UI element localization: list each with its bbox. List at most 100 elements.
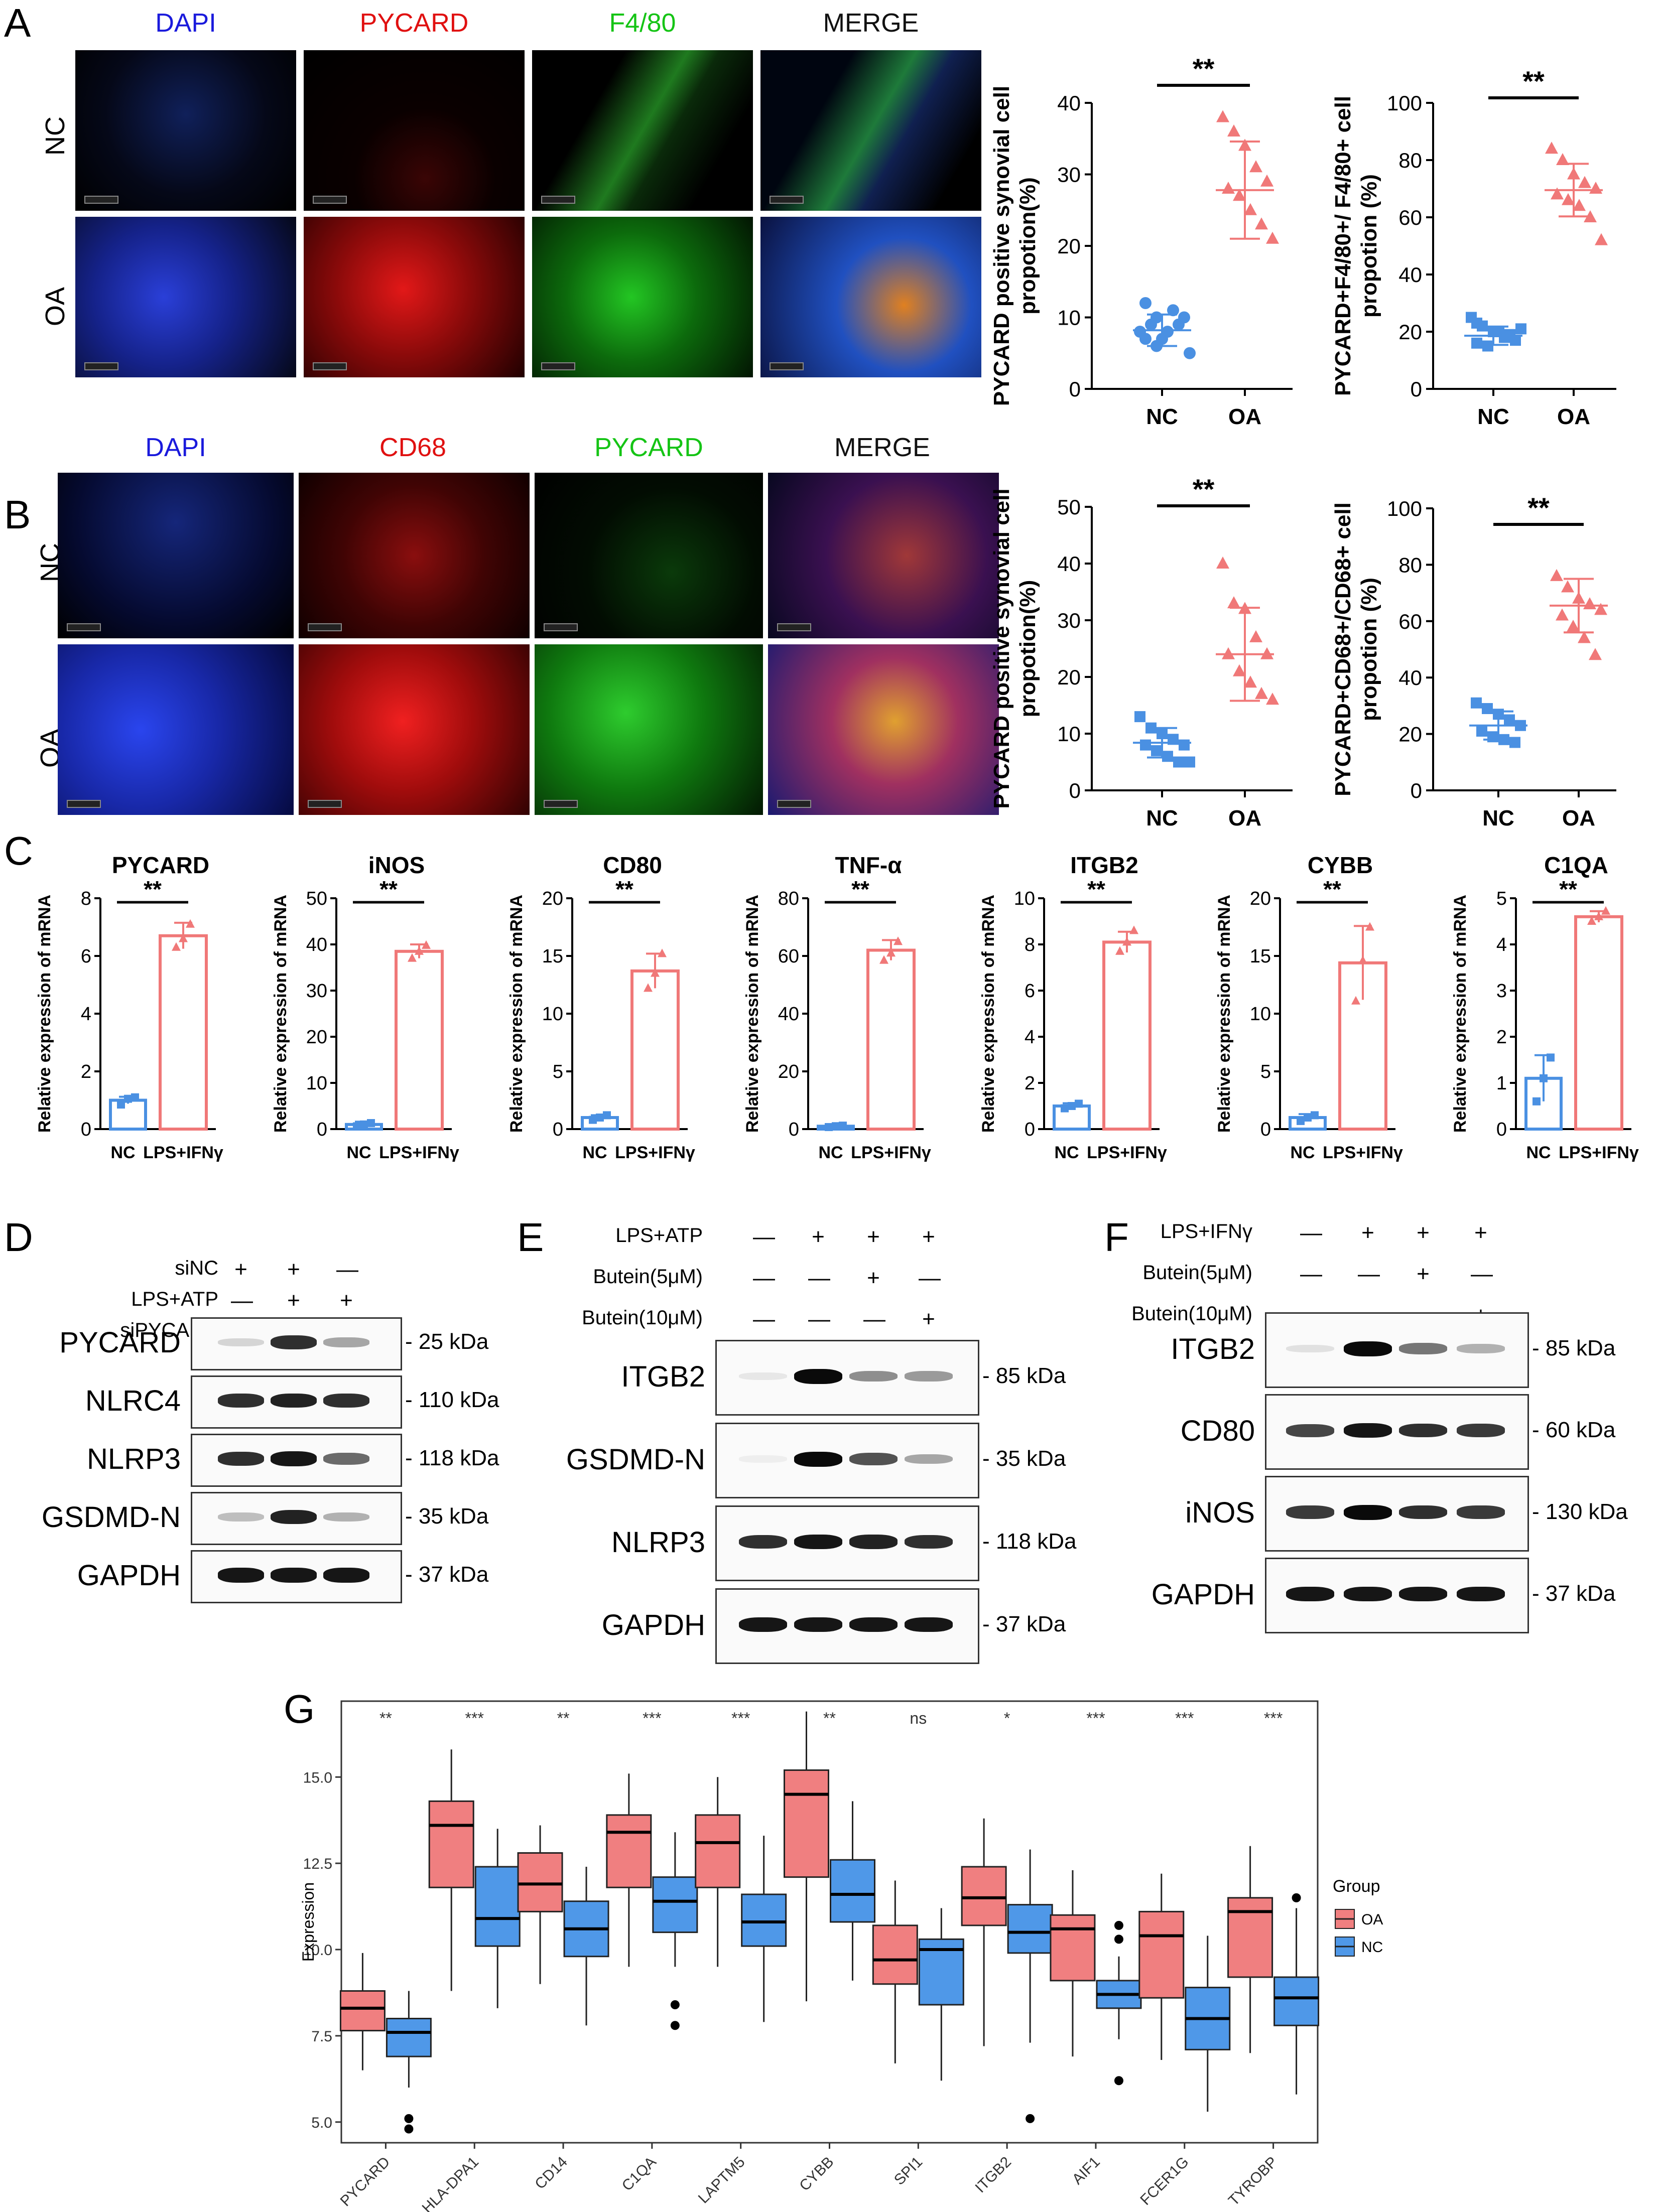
bar <box>159 934 208 1131</box>
molecular-weight-label: - 60 kDa <box>1532 1417 1616 1442</box>
micrograph-b-nc-dapi <box>58 473 294 638</box>
data-point <box>1244 203 1257 215</box>
blot-band <box>218 1452 264 1466</box>
data-point <box>1365 922 1374 931</box>
box-nc <box>741 1893 787 1947</box>
treatment-sign: — <box>1358 1262 1380 1286</box>
blot-band <box>271 1509 317 1525</box>
outlier-point <box>670 2000 680 2009</box>
y-tick-label: 0 <box>1411 377 1422 401</box>
blot-protein-label: PYCARD <box>59 1326 181 1359</box>
data-point <box>825 1123 833 1131</box>
blot-band <box>739 1455 787 1463</box>
bar <box>109 1098 147 1131</box>
outlier-point <box>404 2124 414 2134</box>
data-point <box>1601 906 1610 915</box>
panel-label-e: E <box>517 1215 544 1260</box>
treatment-label: Butein(5μM) <box>1142 1262 1252 1284</box>
micrograph-b-nc-merge <box>768 473 999 638</box>
data-point <box>1173 318 1185 331</box>
data-point <box>1184 756 1195 768</box>
x-tick-label: NC <box>1290 1143 1315 1162</box>
data-point <box>1222 182 1235 194</box>
data-point <box>415 946 424 955</box>
box-oa <box>1227 1897 1273 1978</box>
molecular-weight-label: - 35 kDa <box>405 1504 489 1529</box>
data-point <box>1151 311 1163 324</box>
data-point <box>1216 557 1229 569</box>
y-tick-label: 12.5 <box>303 1856 332 1872</box>
y-tick-label: 20 <box>542 888 563 909</box>
x-tick-label: NC <box>1477 404 1509 429</box>
bar-chart-itgb2: ITGB2 0 2 4 6 8 10 Relative expression of mRNA N… <box>979 852 1167 1162</box>
data-point <box>1227 124 1240 136</box>
data-point <box>1151 745 1162 756</box>
significance-label: ** <box>823 1709 836 1727</box>
significance-label: ns <box>910 1709 927 1727</box>
y-tick-label: 3 <box>1496 981 1507 1002</box>
y-tick-label: 20 <box>1250 888 1271 909</box>
x-tick-label: NC <box>346 1143 371 1162</box>
y-tick-label: 60 <box>778 946 799 967</box>
panel-label-d: D <box>4 1215 33 1260</box>
chart-title: iNOS <box>368 852 425 878</box>
treatment-sign: — <box>808 1266 830 1290</box>
data-point <box>1583 597 1596 610</box>
y-tick-label: 40 <box>1398 666 1422 689</box>
data-point <box>186 919 195 928</box>
data-point <box>1545 142 1558 154</box>
bar-chart-pycard: PYCARD 0 2 4 6 8 Relative expression of mRNA NC… <box>35 852 223 1162</box>
data-point <box>1255 217 1268 230</box>
y-tick-label: 5 <box>1260 1061 1271 1082</box>
y-axis-label: propotion(%) <box>1015 580 1040 718</box>
blot-protein-label: NLRC4 <box>85 1385 181 1417</box>
y-tick-label: 15 <box>542 946 563 967</box>
data-point <box>1139 333 1152 345</box>
y-tick-label: 10.0 <box>303 1942 332 1959</box>
data-point <box>360 1120 368 1129</box>
x-tick-label: LPS+IFNγ <box>1323 1143 1403 1162</box>
significance-label: *** <box>465 1709 484 1727</box>
data-point <box>879 955 888 964</box>
data-point <box>1311 1111 1319 1120</box>
molecular-weight-label: - 118 kDa <box>405 1446 499 1470</box>
data-point <box>117 1100 125 1109</box>
y-tick-label: 10 <box>1057 306 1081 330</box>
blot-band <box>218 1394 264 1408</box>
y-tick-label: 5 <box>553 1061 563 1082</box>
blot-band <box>794 1617 842 1632</box>
data-point <box>886 948 896 957</box>
x-tick-label: CD14 <box>532 2154 571 2193</box>
data-point <box>1068 1102 1076 1110</box>
data-point <box>1504 714 1515 726</box>
y-tick-label: 15.0 <box>303 1769 332 1786</box>
data-point <box>1487 731 1498 743</box>
y-tick-label: 0 <box>553 1119 563 1140</box>
data-point <box>1255 686 1268 699</box>
data-point <box>179 933 188 942</box>
treatment-sign: — <box>753 1307 775 1331</box>
blot-band <box>323 1568 369 1583</box>
blot-protein-label: GAPDH <box>77 1559 181 1592</box>
outlier-point <box>1114 1920 1123 1930</box>
data-point <box>1482 703 1493 715</box>
box-chart-g: 5.07.510.012.515.0Expression**PYCARD***H… <box>299 1700 1383 2212</box>
box-oa <box>517 1852 563 1912</box>
blot-band <box>218 1512 264 1522</box>
x-tick-label: SPI1 <box>891 2154 926 2188</box>
significance-label: *** <box>1264 1709 1283 1727</box>
chart-title: ITGB2 <box>1070 852 1138 878</box>
blot-band <box>218 1338 264 1347</box>
y-tick-label: 100 <box>1387 91 1422 115</box>
x-tick-label: TYROBP <box>1225 2154 1281 2209</box>
blot-band <box>1286 1586 1334 1602</box>
data-point <box>1216 110 1229 122</box>
treatment-sign: + <box>922 1307 935 1331</box>
treatment-sign: + <box>1417 1220 1430 1245</box>
y-tick-label: 5 <box>1496 888 1507 909</box>
bar <box>395 949 444 1131</box>
treatment-sign: + <box>922 1224 935 1249</box>
y-axis-label: PYCARD+CD68+/CD68+ cell <box>1331 502 1355 796</box>
data-point <box>1134 711 1145 723</box>
blot-band <box>905 1535 953 1549</box>
